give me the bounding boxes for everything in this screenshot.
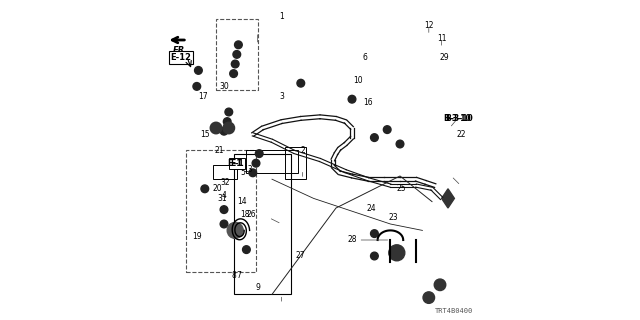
Bar bbox=[246, 150, 298, 173]
Circle shape bbox=[297, 79, 305, 87]
Circle shape bbox=[227, 222, 243, 238]
Circle shape bbox=[233, 51, 241, 58]
Text: 20: 20 bbox=[212, 184, 223, 193]
Circle shape bbox=[371, 230, 378, 237]
Circle shape bbox=[220, 127, 228, 135]
Circle shape bbox=[249, 169, 257, 177]
Text: 4: 4 bbox=[221, 191, 227, 200]
Circle shape bbox=[201, 185, 209, 193]
Text: E-1: E-1 bbox=[230, 159, 244, 168]
Circle shape bbox=[389, 245, 405, 261]
Text: 15: 15 bbox=[200, 130, 210, 139]
Circle shape bbox=[348, 95, 356, 103]
Polygon shape bbox=[442, 189, 454, 208]
Text: B-3-10: B-3-10 bbox=[444, 114, 472, 123]
Text: FR.: FR. bbox=[173, 46, 189, 55]
Text: 32: 32 bbox=[221, 178, 230, 187]
Text: 9: 9 bbox=[255, 284, 260, 292]
Circle shape bbox=[210, 122, 222, 134]
Text: 12: 12 bbox=[424, 21, 433, 30]
Text: 30: 30 bbox=[219, 82, 229, 91]
Bar bbox=[285, 147, 306, 179]
Circle shape bbox=[223, 118, 231, 125]
Circle shape bbox=[423, 292, 435, 303]
Text: 18: 18 bbox=[240, 210, 250, 219]
Circle shape bbox=[223, 122, 235, 134]
Text: E-12: E-12 bbox=[170, 53, 191, 62]
Text: 29: 29 bbox=[440, 53, 450, 62]
Text: 14: 14 bbox=[237, 197, 246, 206]
Text: 7: 7 bbox=[236, 271, 241, 280]
Circle shape bbox=[220, 206, 228, 213]
Circle shape bbox=[243, 246, 250, 253]
Circle shape bbox=[371, 134, 378, 141]
Text: 16: 16 bbox=[363, 98, 373, 107]
Text: 25: 25 bbox=[397, 184, 406, 193]
Text: 8: 8 bbox=[231, 271, 236, 280]
Circle shape bbox=[193, 83, 201, 90]
Circle shape bbox=[371, 252, 378, 260]
Circle shape bbox=[255, 150, 263, 157]
Bar bbox=[234, 154, 291, 294]
Text: 28: 28 bbox=[348, 236, 356, 244]
Circle shape bbox=[220, 220, 228, 228]
Text: 19: 19 bbox=[192, 232, 202, 241]
Bar bbox=[216, 19, 258, 90]
Circle shape bbox=[232, 60, 239, 68]
Circle shape bbox=[225, 108, 233, 116]
Circle shape bbox=[235, 41, 243, 49]
Text: 5: 5 bbox=[241, 168, 246, 177]
Text: B-3-10: B-3-10 bbox=[445, 114, 473, 123]
Circle shape bbox=[383, 126, 391, 133]
Text: 21: 21 bbox=[214, 146, 224, 155]
Text: 24: 24 bbox=[366, 204, 376, 212]
Text: 3: 3 bbox=[279, 92, 284, 100]
Text: 26: 26 bbox=[246, 210, 256, 219]
Text: 31: 31 bbox=[218, 194, 227, 203]
Text: E-12: E-12 bbox=[172, 53, 190, 62]
Text: 27: 27 bbox=[296, 252, 306, 260]
Circle shape bbox=[195, 67, 202, 74]
Text: E-1: E-1 bbox=[228, 159, 243, 168]
Text: 17: 17 bbox=[198, 92, 208, 100]
Text: 1: 1 bbox=[279, 12, 284, 20]
Circle shape bbox=[252, 159, 260, 167]
Text: 11: 11 bbox=[437, 34, 446, 43]
Text: 23: 23 bbox=[388, 213, 399, 222]
Circle shape bbox=[435, 279, 445, 291]
Text: 6: 6 bbox=[362, 53, 367, 62]
Text: 13: 13 bbox=[243, 165, 253, 174]
Circle shape bbox=[230, 70, 237, 77]
Text: 22: 22 bbox=[456, 130, 465, 139]
Bar bbox=[212, 165, 237, 179]
Text: 10: 10 bbox=[353, 76, 364, 84]
Text: TRT4B0400: TRT4B0400 bbox=[435, 308, 474, 314]
Text: 2: 2 bbox=[300, 146, 305, 155]
Circle shape bbox=[396, 140, 404, 148]
